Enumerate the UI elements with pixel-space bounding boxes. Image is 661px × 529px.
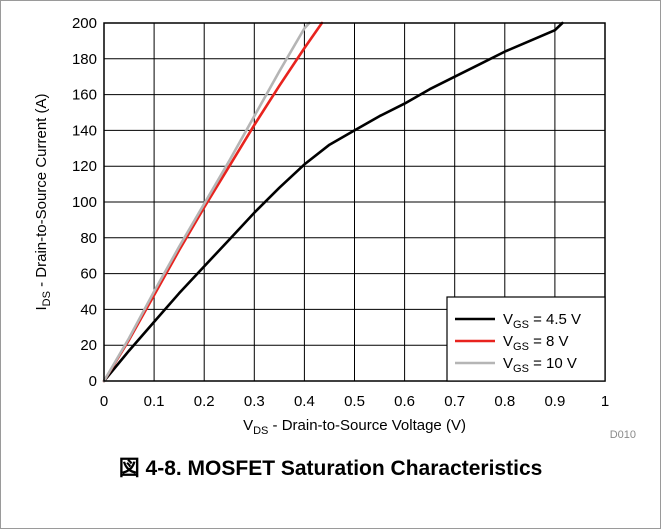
legend-label-2: VGS = 8 V	[503, 333, 569, 353]
x-tick-label: 0.5	[344, 393, 365, 410]
saturation-chart: 0 0.1 0.2 0.3 0.4 0.5 0.6 0.7 0.8 0.9 1 0 20 40 60 80 10…	[33, 15, 636, 441]
x-tick-label: 0.1	[144, 393, 165, 410]
series-line-3	[102, 21, 311, 383]
y-tick-label: 80	[80, 230, 97, 247]
x-tick-label: 0.3	[244, 393, 265, 410]
x-tick-label: 0	[100, 393, 108, 410]
figure-caption: 図 4-8. MOSFET Saturation Characteristics	[118, 457, 543, 480]
y-tick-label: 200	[72, 15, 97, 32]
plot-border	[103, 22, 606, 382]
x-tick-label: 0.8	[494, 393, 515, 410]
y-tick-label: 40	[80, 301, 97, 318]
y-tick-label: 0	[89, 373, 97, 390]
legend-label-1: VGS = 4.5 V	[503, 311, 581, 331]
y-tick-label: 120	[72, 158, 97, 175]
x-tick-label: 0.9	[544, 393, 565, 410]
y-tick-label: 160	[72, 87, 97, 104]
y-axis-title: IDS - Drain-to-Source Current (A)	[33, 93, 53, 310]
x-tick-label: 1	[601, 393, 609, 410]
legend-box	[446, 296, 606, 382]
y-tick-label: 60	[80, 266, 97, 283]
x-tick-label: 0.2	[194, 393, 215, 410]
x-tick-label: 0.4	[294, 393, 315, 410]
y-tick-label: 100	[72, 194, 97, 211]
figure-code-label: D010	[610, 429, 636, 441]
y-tick-label: 140	[72, 122, 97, 139]
x-tick-label: 0.6	[394, 393, 415, 410]
y-tick-label: 180	[72, 51, 97, 68]
x-tick-label: 0.7	[444, 393, 465, 410]
x-axis-title: VDS - Drain-to-Source Voltage (V)	[243, 417, 466, 437]
legend-label-3: VGS = 10 V	[503, 355, 577, 375]
y-tick-label: 20	[80, 337, 97, 354]
series-line-1	[102, 21, 564, 383]
